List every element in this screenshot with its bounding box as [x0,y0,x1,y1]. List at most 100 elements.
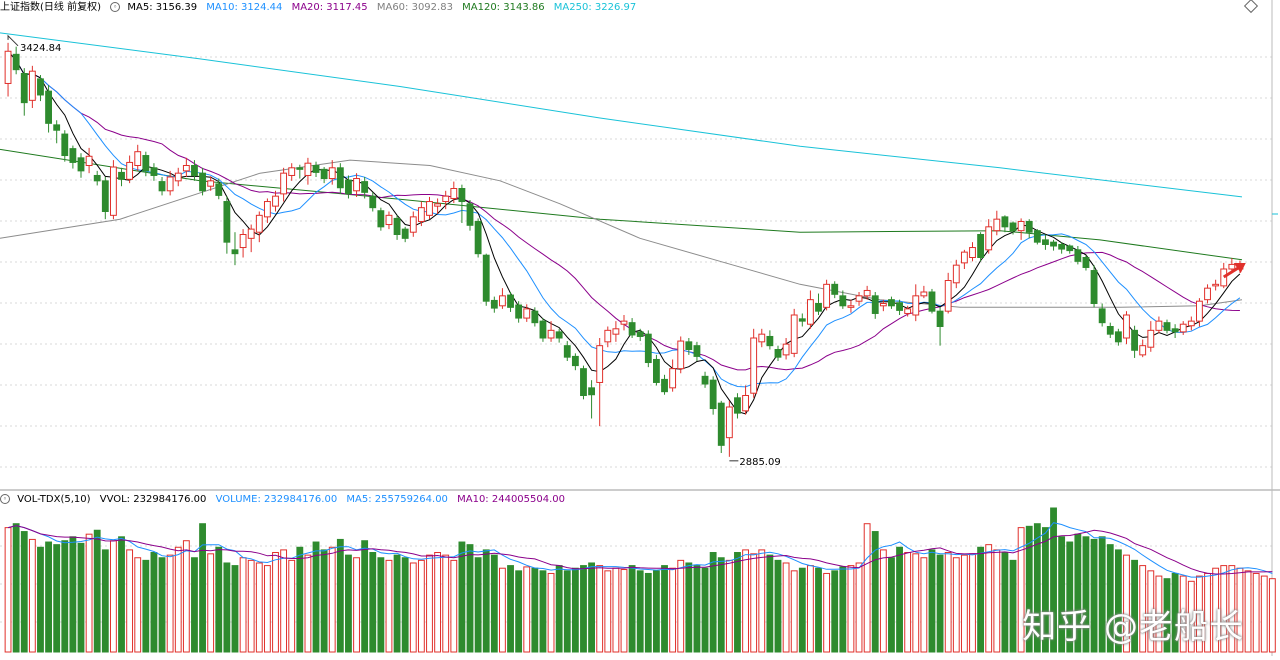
volume-bar [353,557,360,653]
volume-bar [1228,565,1236,653]
candle-body [944,280,952,312]
watermark: 知乎 @老船长 [1022,607,1244,647]
volume-bar [969,553,976,653]
volume-bar [636,570,644,653]
volume-bar [709,552,717,653]
candle-body [1058,243,1066,250]
candle-body [12,53,20,71]
volume-bar [653,570,660,653]
volume-bar [385,559,393,653]
candle-body [377,210,385,228]
volume-bar [507,565,514,653]
volume-bar [482,549,490,653]
candle-body [393,217,401,235]
volume-bar [434,552,442,653]
volume-bar [758,549,766,653]
volume-bar [977,546,985,653]
candle-body [255,214,263,233]
candle-body [612,328,620,335]
volume-bar [328,546,336,653]
candle-body [1123,314,1130,339]
volume-bar [1187,580,1195,653]
candle-body [126,161,134,180]
candle-body [280,172,288,195]
candle-body [1163,322,1171,331]
volume-bar [952,557,960,653]
candle-body [215,183,223,196]
candle-body [304,162,312,176]
candle-body [28,70,36,101]
candle-body [166,176,174,192]
candle-body [1220,268,1228,287]
candle-body [636,331,644,337]
volume-bar [61,540,69,653]
volume-bar [1123,554,1130,653]
volume-bar [20,531,28,653]
vol-indicator: VOL-TDX(5,10) [17,494,91,505]
candle-body [53,124,61,131]
volume-bar [531,567,539,653]
volume-bar [693,565,701,653]
ma-line-ma120 [0,148,1243,261]
volume-bar [580,565,587,653]
volume-bar [701,567,709,653]
candle-body [863,289,871,297]
volume-bar [879,549,887,653]
volume-bar [571,567,579,653]
volume-bar [215,546,223,653]
volume-bar [912,553,920,653]
settings-icon[interactable]: ◦ [110,2,121,12]
candle-body [604,329,612,343]
volume-bar [426,554,433,653]
candle-body [336,167,344,189]
candle-body [199,172,206,192]
vol-ma5-label: MA5: 255759264.00 [346,494,448,505]
volume-bar [499,567,506,653]
candle-body [896,302,903,311]
candle-body [596,345,604,383]
volume-bar [182,540,190,653]
volume-bar [490,554,498,653]
volume-bar [904,552,912,653]
volume-bar [1163,578,1171,653]
candle-body [985,226,993,251]
ma120-label: MA120: 3143.86 [462,2,545,13]
candle-body [1009,222,1017,232]
candle-body [426,201,433,216]
volume-bar [685,562,693,653]
volume-bar [191,557,198,653]
volume-bar [750,553,758,653]
volume-bar [1025,525,1033,653]
candle-body [977,234,985,258]
volume-header: ◦ VOL-TDX(5,10) VVOL: 232984176.00 VOLUM… [0,492,571,508]
volume-bar [263,565,271,653]
volume-bar [458,541,466,653]
candle-body [588,387,595,396]
volume-bar [1114,549,1122,653]
volume-bar [1139,565,1147,653]
volume-bar [150,552,158,653]
candle-body [928,291,936,312]
trend-arrow-shaft [1222,265,1241,279]
volume-bar [644,572,652,653]
volume-bar [815,567,822,653]
candle-body [847,305,855,308]
volume-bar [1058,536,1066,653]
candle-body [1050,241,1057,247]
candle-body [1131,329,1139,351]
volume-bar [1260,575,1268,653]
ma10-label: MA10: 3124.44 [206,2,283,13]
candle-body [247,228,255,239]
volume-bar [1106,544,1114,653]
candle-body [531,310,539,324]
candle-body [969,247,976,259]
volume-bar [109,540,117,653]
candle-body [1033,230,1041,243]
indicator-settings-icon[interactable]: ◦ [0,494,10,504]
candle-body [466,203,474,226]
volume-bar [166,554,174,653]
volume-bar [604,570,612,653]
candle-body [1196,300,1203,322]
candle-body [1106,326,1114,335]
candle-body [547,329,555,339]
